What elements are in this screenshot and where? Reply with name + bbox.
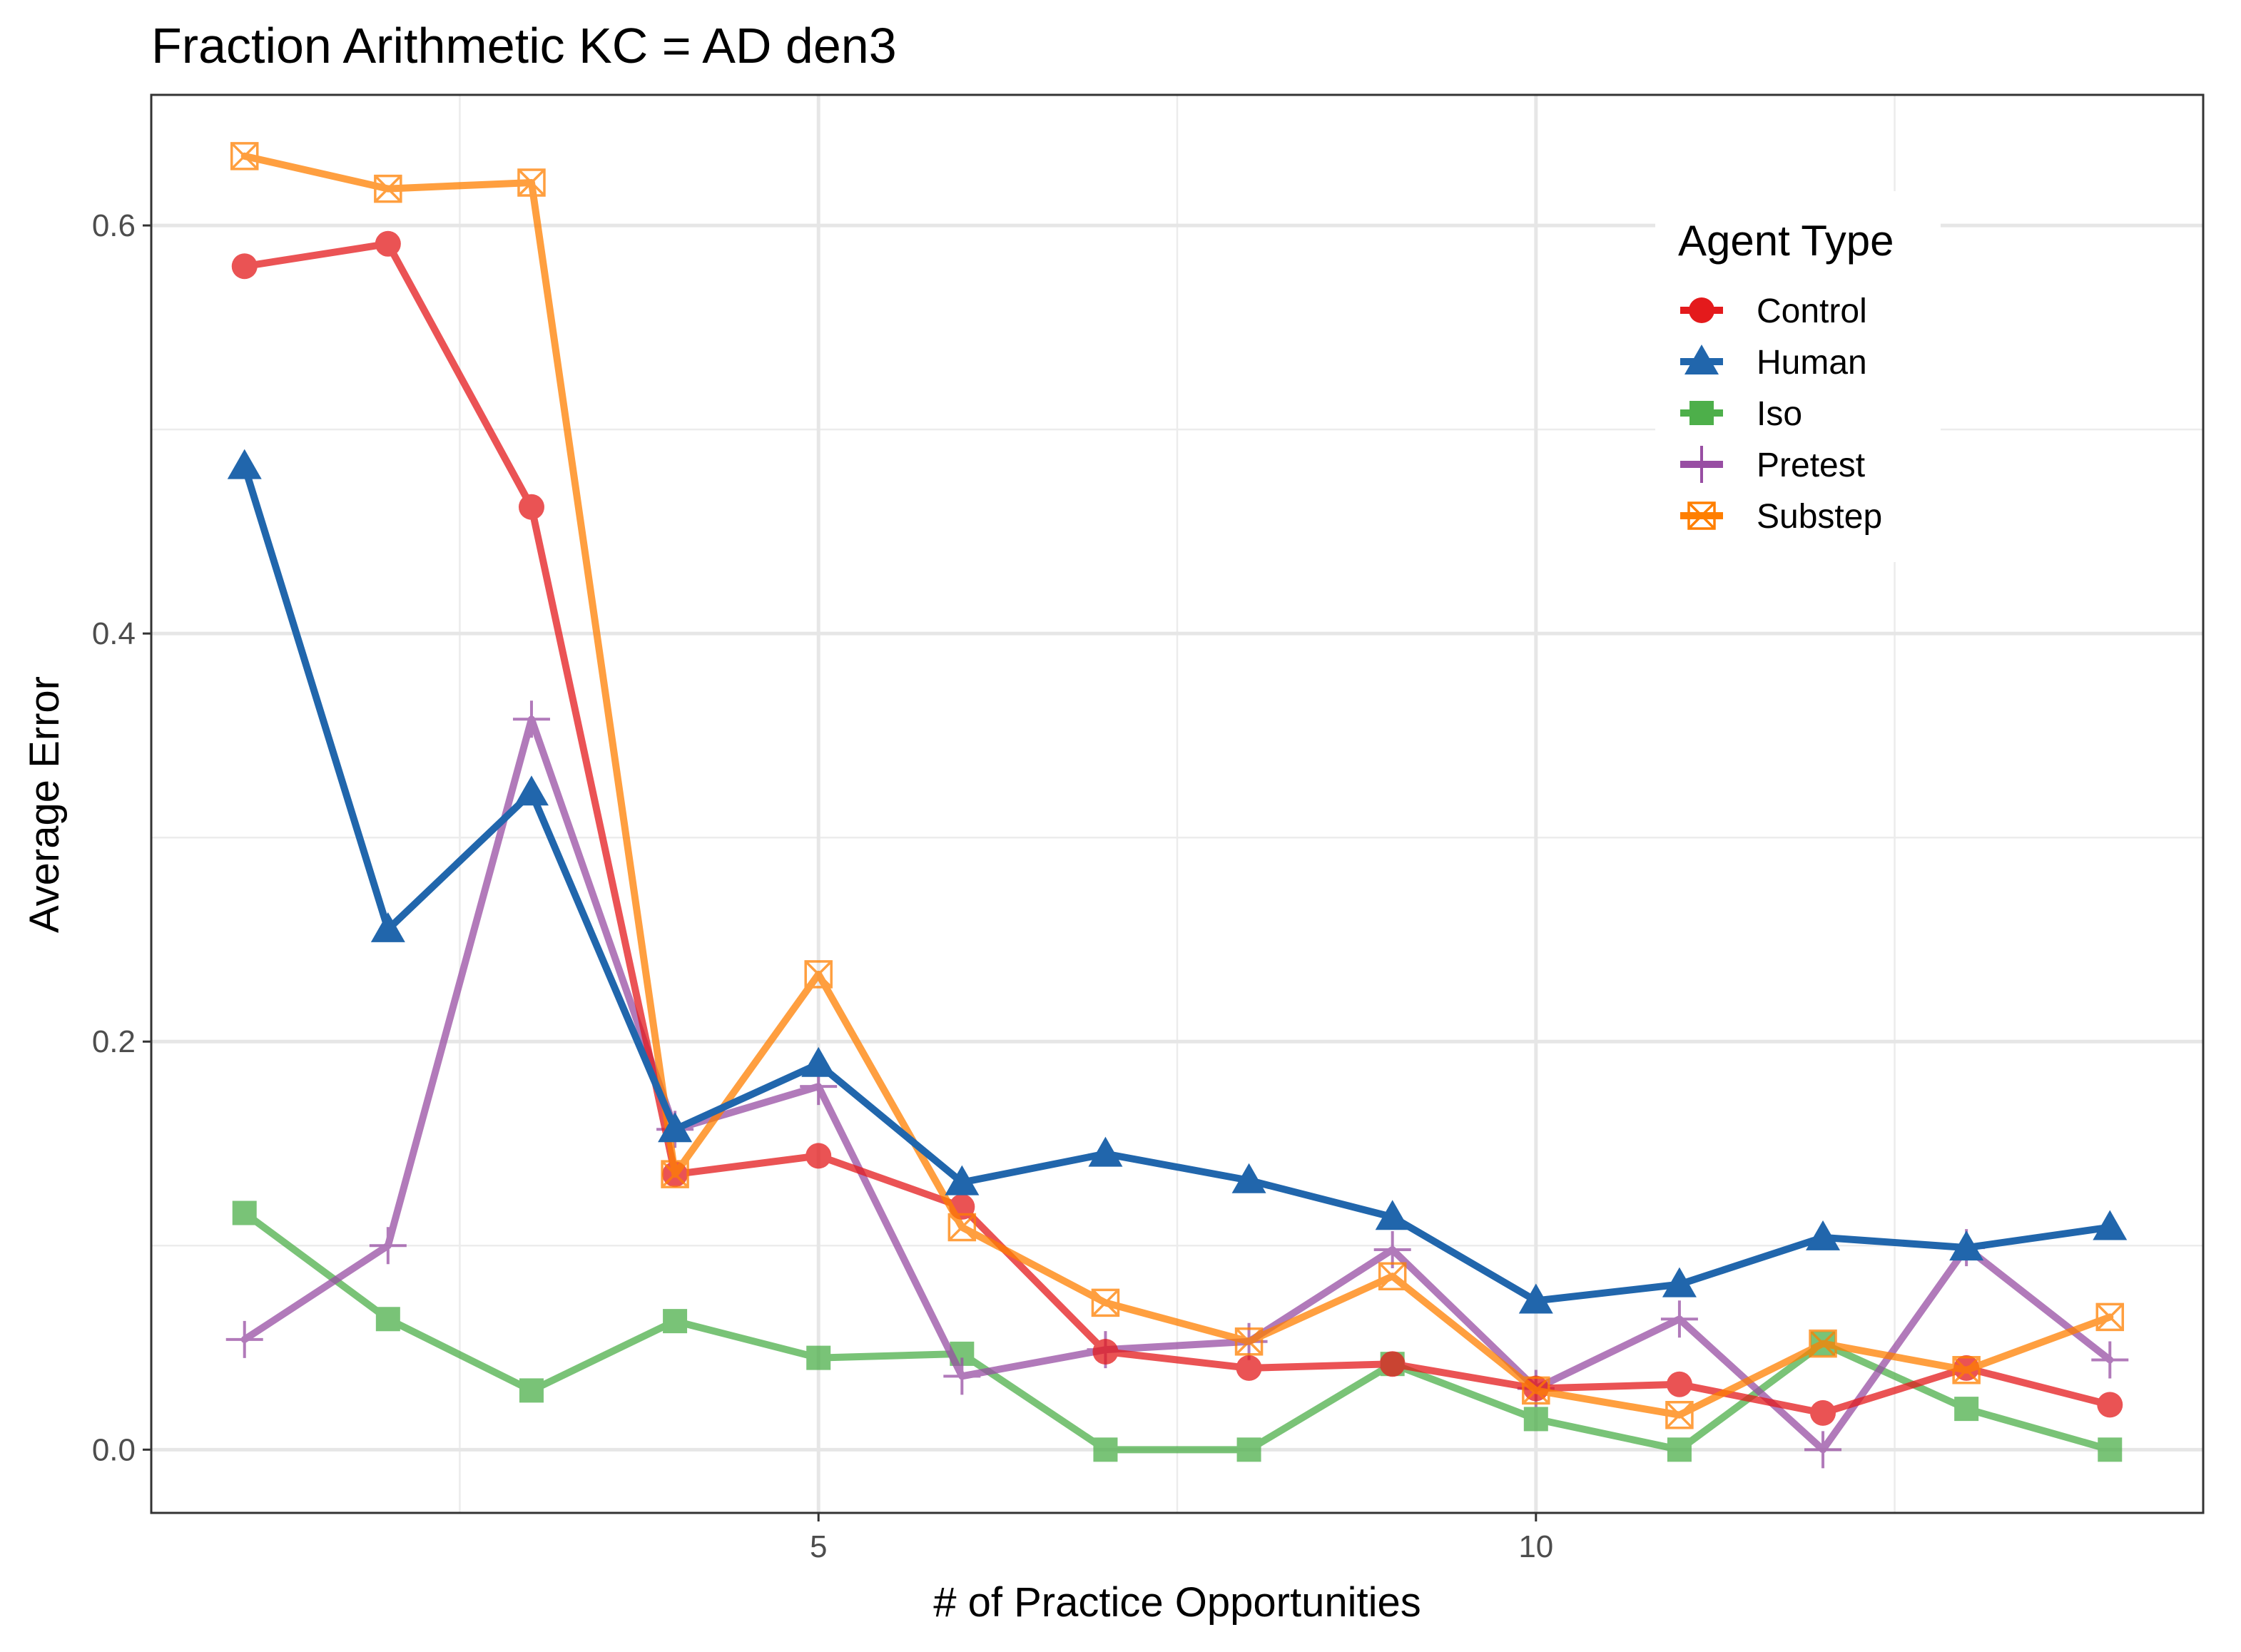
data-point-substep [230,142,259,170]
data-point-human [945,1165,980,1195]
data-point-iso [1667,1437,1692,1462]
data-point-human [2093,1210,2128,1240]
y-tick-label: 0.2 [92,1024,136,1059]
data-point-human [1518,1283,1553,1314]
data-point-human [1662,1267,1697,1297]
data-point-control [1092,1339,1119,1365]
series-line-pretest [240,715,2114,1454]
series-line-substep [240,152,2114,1419]
data-point-substep [1665,1400,1694,1429]
legend-background [1655,191,1941,562]
data-point-pretest [943,1357,981,1395]
data-point-human [1231,1163,1266,1193]
x-axis-title: # of Practice Opportunities [933,1579,1421,1626]
legend-key-marker-pretest [1683,446,1720,483]
plot-panel-border [150,93,2205,1514]
data-point-iso [806,1345,831,1370]
data-point-substep [1522,1376,1550,1405]
data-point-human [514,775,549,806]
y-tick-label: 0.6 [92,208,136,243]
legend-label-pretest: Pretest [1757,447,1865,484]
data-point-human [801,1046,836,1077]
legend: Agent Type Control Human Iso Pretest Substep [1655,191,1941,562]
data-point-substep [1234,1327,1264,1356]
data-point-substep [661,1160,689,1188]
y-axis-title: Average Error [21,676,68,933]
x-tick-label: 10 [1518,1529,1553,1564]
data-point-iso [1523,1407,1548,1432]
legend-key-marker-substep [1687,501,1716,530]
legend-label-control: Control [1757,292,1867,330]
data-point-pretest [1660,1300,1698,1338]
data-point-substep [1952,1356,1981,1385]
data-point-substep [947,1213,977,1242]
data-point-human [227,449,262,479]
legend-title: Agent Type [1678,217,1894,265]
data-point-human [1806,1220,1841,1250]
data-point-human [370,912,405,942]
data-point-iso [1236,1437,1261,1462]
data-point-pretest [512,700,550,738]
data-point-human [1949,1230,1984,1261]
y-tick-label: 0.0 [92,1432,136,1467]
data-point-control [1379,1351,1406,1377]
data-point-control [1236,1355,1262,1381]
legend-label-iso: Iso [1757,395,1802,433]
data-point-pretest [1373,1231,1411,1268]
series-line-human [240,462,2114,1305]
data-point-control [231,253,258,280]
data-point-substep [1091,1288,1120,1317]
data-point-substep [804,960,833,989]
series-human [227,449,2128,1314]
legend-item-pretest: Pretest [1680,446,1865,484]
series-layer [225,142,2129,1469]
legend-item-iso: Iso [1680,395,1802,433]
y-tick-label: 0.4 [92,616,136,651]
data-point-control [2097,1392,2123,1418]
data-point-control [1666,1371,1692,1397]
data-point-substep [374,174,402,203]
legend-key-marker-control [1689,297,1714,323]
data-point-human [1375,1200,1410,1230]
data-point-pretest [369,1227,407,1265]
data-point-iso [1954,1397,1979,1422]
data-point-pretest [225,1320,263,1358]
data-point-pretest [2091,1341,2129,1379]
axis-ticks: 5 10 0.0 0.2 0.4 0.6 [92,208,1553,1564]
series-line-control [240,240,2114,1417]
data-point-iso [2098,1437,2123,1462]
chart-title: Fraction Arithmetic KC = AD den3 [151,18,897,73]
data-point-control [1810,1399,1836,1426]
data-point-substep [1378,1262,1407,1290]
data-point-iso [232,1200,257,1225]
series-line-iso [240,1209,2114,1454]
data-point-control [375,230,401,257]
legend-item-substep: Substep [1680,498,1882,536]
legend-item-control: Control [1680,292,1867,330]
legend-item-human: Human [1680,344,1867,382]
legend-label-substep: Substep [1757,498,1882,536]
x-tick-label: 5 [810,1529,827,1564]
data-point-iso [1093,1437,1118,1462]
data-point-control [806,1143,832,1169]
data-point-substep [517,168,546,197]
data-point-iso [663,1309,688,1334]
legend-key-marker-iso [1689,401,1714,425]
data-point-substep [2095,1302,2125,1332]
data-point-substep [1809,1329,1837,1358]
legend-key-marker-human [1684,345,1719,374]
data-point-human [658,1112,693,1143]
data-point-iso [519,1378,544,1403]
data-point-iso [375,1307,400,1332]
data-point-control [518,494,544,520]
legend-label-human: Human [1757,344,1867,382]
series-substep [230,142,2125,1429]
data-point-human [1088,1136,1123,1167]
data-point-pretest [1804,1431,1842,1469]
